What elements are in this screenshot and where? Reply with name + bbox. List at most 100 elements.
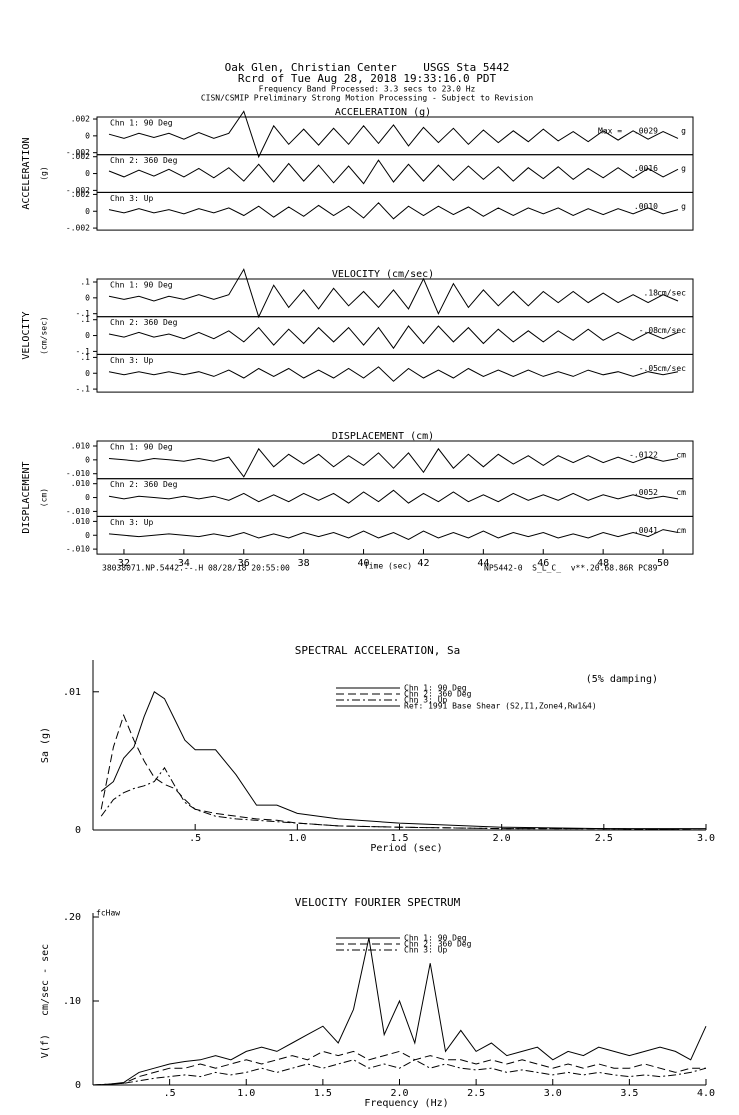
header-line: Frequency Band Processed: 3.3 secs to 23… — [259, 85, 476, 94]
x-tick-label: 1.0 — [237, 1088, 255, 1099]
series-line — [100, 766, 707, 831]
channel-label: Chn 3: Up — [110, 194, 154, 203]
y-tick-label: .010 — [71, 441, 90, 450]
peak-units: cm/sec — [657, 289, 686, 298]
y-tick-label: .10 — [63, 996, 81, 1007]
peak-units: g — [681, 164, 686, 173]
x-tick-label: 38 — [298, 558, 310, 569]
y-tick-label: 0 — [85, 455, 90, 464]
y-axis-label: V(f) cm/sec - sec — [40, 944, 51, 1058]
channel-label: Chn 3: Up — [110, 518, 154, 527]
x-tick-label: 42 — [417, 558, 429, 569]
y-tick-label: 0 — [75, 825, 81, 836]
peak-units: g — [681, 202, 686, 211]
y-tick-label: 0 — [85, 169, 90, 178]
x-axis-label: Time (sec) — [364, 562, 412, 571]
trace — [108, 159, 679, 185]
x-tick-label: 2.0 — [493, 833, 511, 844]
peak-label: .18 — [644, 289, 659, 298]
x-tick-label: .5 — [164, 1088, 176, 1099]
footer-left: 38038071.NP.5442.--.H 08/28/18 20:55:00 — [102, 564, 290, 573]
header-line: Rcrd of Tue Aug 28, 2018 19:33:16.0 PDT — [238, 72, 497, 85]
trace — [108, 447, 679, 478]
y-axis-label: DISPLACEMENT — [21, 461, 32, 533]
panel-frame — [96, 316, 694, 355]
y-tick-label: .002 — [71, 152, 90, 161]
x-tick-label: 2.0 — [390, 1088, 408, 1099]
x-tick-label: 1.5 — [314, 1088, 332, 1099]
y-tick-label: -.1 — [76, 309, 91, 318]
section-title: DISPLACEMENT (cm) — [332, 431, 434, 442]
y-tick-label: .010 — [71, 517, 90, 526]
y-tick-label: -.1 — [76, 385, 91, 394]
y-tick-label: .20 — [63, 912, 81, 923]
series-line — [92, 1050, 706, 1086]
x-tick-label: 1.5 — [390, 833, 408, 844]
y-tick-label: .002 — [71, 190, 90, 199]
y-tick-label: -.010 — [66, 469, 90, 478]
legend-label: Chn 2: 360 Deg — [404, 940, 472, 949]
y-tick-label: 0 — [85, 331, 90, 340]
panel-frame — [96, 191, 694, 231]
peak-label: .0010 — [634, 202, 658, 211]
x-tick-label: 34 — [178, 558, 190, 569]
y-tick-label: -.1 — [76, 347, 91, 356]
y-tick-label: .002 — [71, 115, 90, 124]
peak-label: .0029 — [634, 127, 658, 136]
y-tick-label: 0 — [85, 369, 90, 378]
peak-label: -.08 — [639, 326, 658, 335]
peak-units: cm/sec — [657, 364, 686, 373]
series-line — [100, 713, 707, 831]
y-tick-label: 0 — [85, 207, 90, 216]
y-tick-label: .1 — [80, 353, 90, 362]
x-axis-label: Period (sec) — [370, 843, 442, 854]
annotation: (5% damping) — [586, 674, 658, 685]
legend-label: Chn 2: 360 Deg — [404, 690, 472, 699]
y-axis-unit: (cm/sec) — [40, 316, 49, 355]
x-axis-label: Frequency (Hz) — [364, 1098, 448, 1109]
trace — [108, 110, 679, 159]
section-title: ACCELERATION (g) — [335, 107, 431, 118]
y-tick-label: -.002 — [66, 148, 90, 157]
trace — [108, 529, 679, 540]
peak-units: g — [681, 127, 686, 136]
y-axis-label: Sa (g) — [40, 727, 51, 763]
y-tick-label: -.010 — [66, 545, 90, 554]
panel-frame — [96, 353, 694, 393]
peak-label: .0052 — [634, 488, 658, 497]
x-tick-label: 3.5 — [620, 1088, 638, 1099]
x-tick-label: 44 — [477, 558, 489, 569]
channel-label: Chn 1: 90 Deg — [110, 281, 173, 290]
panel-frame — [96, 154, 694, 193]
y-tick-label: .010 — [71, 479, 90, 488]
legend-label: Ref: 1991 Base Shear (S2,I1,Zone4,Rw1&4) — [404, 702, 597, 711]
x-tick-label: 50 — [657, 558, 669, 569]
y-tick-label: 0 — [85, 131, 90, 140]
peak-label: .0041 — [634, 526, 658, 535]
peak-label: -.05 — [639, 364, 658, 373]
y-tick-label: 0 — [85, 293, 90, 302]
y-tick-label: .1 — [80, 278, 90, 287]
x-tick-label: 3.0 — [697, 833, 715, 844]
channel-label: Chn 2: 360 Deg — [110, 318, 178, 327]
y-tick-label: .1 — [80, 315, 90, 324]
section-title: VELOCITY (cm/sec) — [332, 269, 434, 280]
x-tick-label: 2.5 — [595, 833, 613, 844]
annotation: fcHaw — [96, 909, 120, 918]
trace — [108, 366, 679, 382]
peak-units: cm — [676, 526, 686, 535]
y-axis-label: ACCELERATION — [21, 137, 32, 209]
peak-label: -.0122 — [629, 451, 658, 460]
y-tick-label: -.010 — [66, 507, 90, 516]
series-line — [92, 937, 707, 1086]
panel-frame — [96, 440, 694, 480]
y-tick-label: 0 — [75, 1080, 81, 1091]
trace — [108, 202, 679, 220]
legend-label: Chn 3: Up — [404, 946, 448, 955]
series-line — [92, 1059, 707, 1086]
x-tick-label: 48 — [597, 558, 609, 569]
x-tick-label: 3.0 — [544, 1088, 562, 1099]
footer-right: NP5442-0 S_L_C_ v**.20.68.86R PC89 — [484, 564, 658, 573]
y-axis-unit: (cm) — [40, 488, 49, 507]
